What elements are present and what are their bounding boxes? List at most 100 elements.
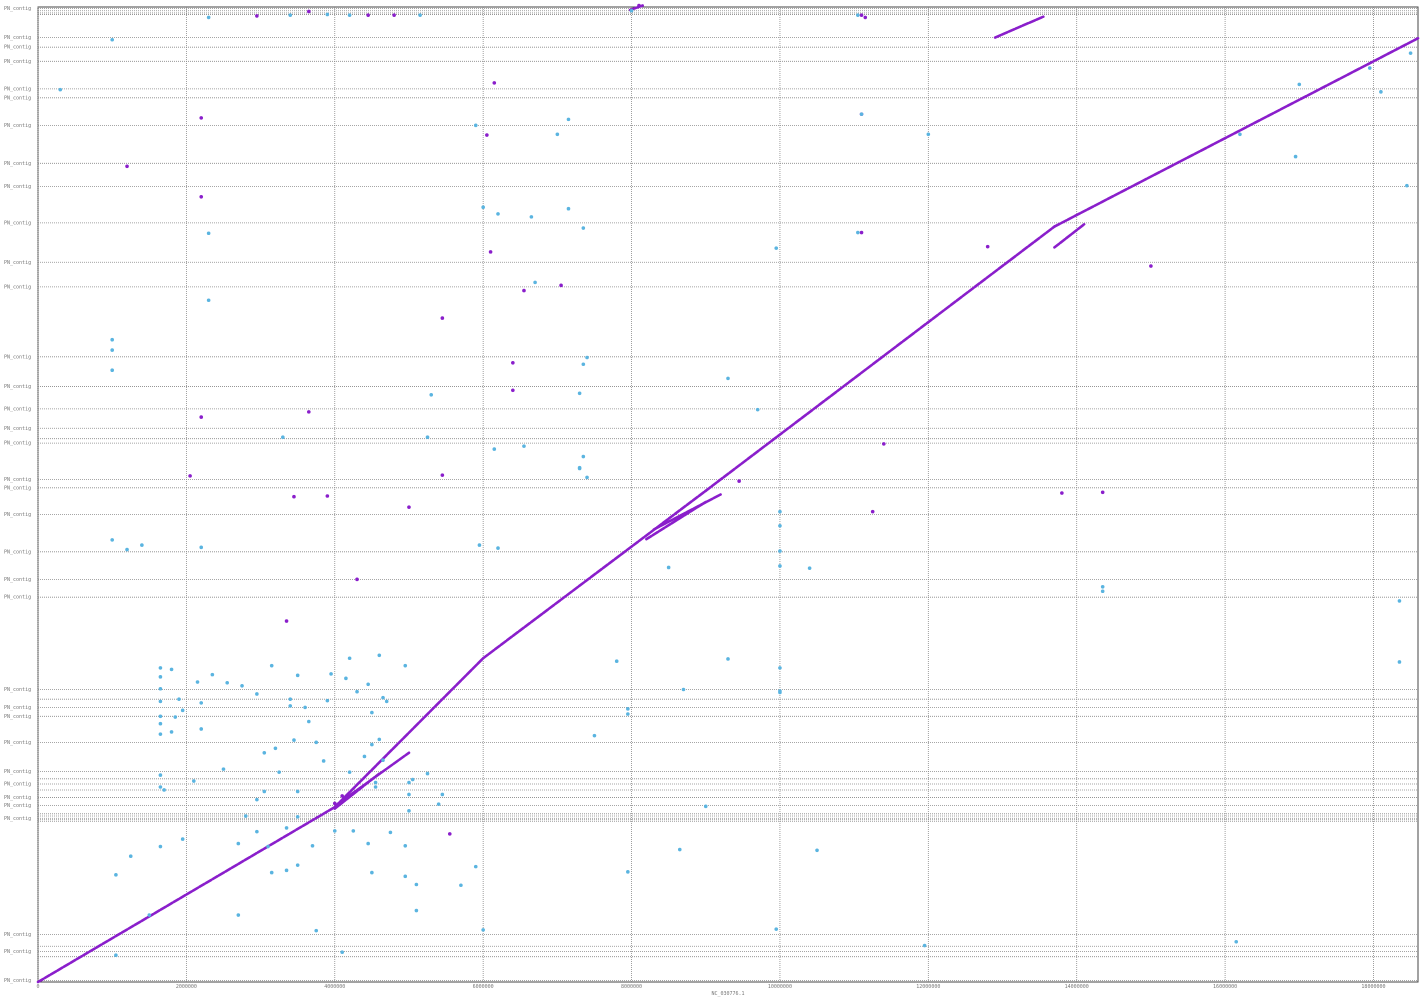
alignment-point-reverse [585,475,589,480]
alignment-point-reverse [477,543,482,547]
alignment-point-reverse [110,37,114,42]
alignment-point-forward [870,509,875,514]
alignment-point-reverse [1100,589,1105,594]
contig-label: PN_contig [4,86,31,92]
x-tick-label: 18000000 [1361,984,1385,990]
alignment-segment-forward [704,225,1056,493]
alignment-point-reverse [922,943,927,948]
alignment-point-reverse [199,701,204,705]
alignment-segment-forward [333,656,485,809]
alignment-point-reverse [926,132,931,137]
alignment-point-reverse [592,733,597,738]
alignment-point-reverse [726,657,730,661]
alignment-segment-forward [1053,223,1086,249]
alignment-point-forward [447,832,452,836]
alignment-point-forward [392,13,396,17]
alignment-point-reverse [158,721,163,726]
x-tick-label: 10000000 [768,984,792,990]
contig-label: PN_contig [4,978,31,984]
alignment-point-reverse [295,814,300,819]
contig-label: PN_contig [4,161,31,167]
alignment-point-reverse [1100,584,1105,589]
alignment-point-reverse [262,789,267,794]
alignment-point-reverse [403,874,408,879]
contig-label: PN_contig [4,932,31,938]
alignment-point-forward [511,360,515,365]
alignment-point-reverse [626,707,630,711]
alignment-point-reverse [225,681,229,685]
alignment-point-reverse [778,690,782,695]
alignment-point-reverse [236,841,241,846]
alignment-point-reverse [206,298,211,303]
alignment-point-reverse [373,785,378,789]
alignment-point-reverse [158,714,163,719]
alignment-point-reverse [1397,660,1402,664]
alignment-point-reverse [703,804,708,809]
alignment-point-reverse [681,687,686,692]
alignment-point-reverse [347,656,352,661]
alignment-point-forward [188,474,192,478]
alignment-point-reverse [314,928,319,933]
alignment-point-forward [511,388,515,393]
alignment-point-reverse [177,697,181,701]
contig-label: PN_contig [4,512,31,518]
alignment-point-forward [125,164,129,169]
alignment-point-reverse [295,789,300,794]
axis-labels: 0 2000000 4000000 6000000 8000000 10000000 120… [4,6,1386,990]
alignment-point-reverse [206,15,211,20]
alignment-point-reverse [192,779,196,783]
alignment-point-reverse [577,466,582,471]
alignment-point-reverse [347,770,352,774]
contig-label: PN_contig [4,184,31,190]
alignment-point-reverse [158,785,163,789]
contig-label: PN_contig [4,477,31,483]
alignment-point-reverse [351,829,356,833]
alignment-point-reverse [162,788,166,792]
alignment-point-reverse [288,704,293,708]
alignment-segment-forward [36,805,337,984]
alignment-point-reverse [381,758,385,763]
grid-layer [37,6,1419,983]
alignment-point-reverse [321,759,326,763]
alignment-point-reverse [340,950,344,955]
alignment-point-reverse [269,663,274,668]
alignment-point-forward [307,410,311,414]
alignment-point-reverse [418,13,422,17]
alignment-point-reverse [581,362,586,367]
alignment-point-reverse [288,13,293,17]
alignment-point-reverse [481,205,485,210]
alignment-point-reverse [407,780,411,785]
alignment-segment-forward [993,15,1045,39]
alignment-point-forward [199,415,204,419]
alignment-point-reverse [377,737,382,742]
x-axis-title: NC_030776.1 [711,991,744,997]
alignment-point-reverse [410,777,415,782]
alignment-point-reverse [778,523,782,528]
alignment-point-reverse [1408,51,1413,55]
alignment-point-reverse [158,666,163,670]
alignment-point-forward [559,283,563,288]
contig-label: PN_contig [4,406,31,412]
alignment-point-reverse [566,206,571,211]
alignment-point-reverse [269,870,274,875]
contig-label: PN_contig [4,949,31,955]
alignment-point-reverse [307,719,311,724]
alignment-point-forward [488,250,493,254]
alignment-points [58,3,1413,958]
alignment-point-reverse [533,280,537,285]
alignment-point-reverse [414,908,419,913]
x-tick-label: 8000000 [621,984,642,990]
alignment-point-reverse [677,847,682,852]
alignment-point-reverse [158,675,163,679]
alignment-point-reverse [344,676,348,681]
x-tick-label: 14000000 [1065,984,1089,990]
contig-label: PN_contig [4,354,31,360]
alignment-point-reverse [329,672,333,676]
alignment-point-reverse [496,212,500,216]
alignment-point-forward [485,133,489,137]
contig-label: PN_contig [4,441,31,447]
alignment-point-reverse [325,12,330,17]
alignment-point-reverse [255,829,259,834]
alignment-point-forward [440,316,445,320]
